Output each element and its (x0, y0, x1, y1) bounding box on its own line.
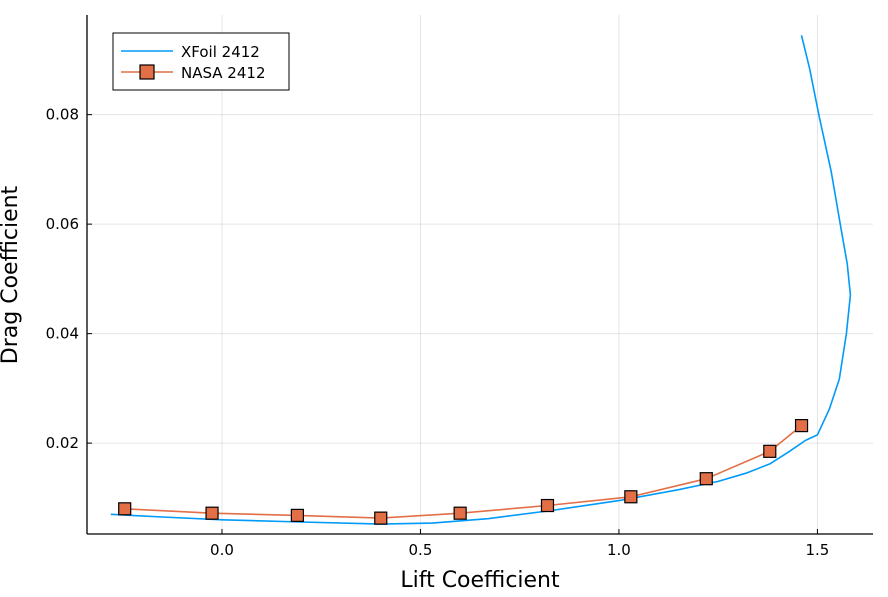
series-line-xfoil-2412 (110, 35, 852, 525)
data-point-nasa-2412 (699, 472, 713, 486)
legend-nasa-label: NASA 2412 (181, 64, 266, 82)
x-tick-label: 0.0 (210, 541, 234, 559)
x-tick-label: 1.0 (607, 541, 631, 559)
data-point-nasa-2412 (624, 490, 638, 504)
y-tick-label: 0.02 (46, 434, 79, 452)
series (110, 35, 852, 525)
data-point-nasa-2412 (118, 502, 132, 516)
axis-ticks: 0.0 0.5 1.0 1.5 0.02 0.04 0.06 0.08 (46, 106, 830, 559)
x-tick-label: 1.5 (805, 541, 829, 559)
data-point-nasa-2412 (540, 498, 555, 513)
data-point-nasa-2412 (763, 444, 777, 458)
legend: XFoil 2412 NASA 2412 (112, 32, 290, 91)
y-tick-label: 0.06 (46, 215, 79, 233)
legend-xfoil-label: XFoil 2412 (181, 43, 260, 61)
data-point-nasa-2412 (453, 506, 467, 520)
x-axis-title: Lift Coefficient (400, 568, 560, 593)
legend-nasa-marker (139, 64, 155, 80)
axes (86, 15, 873, 535)
grid-lines (87, 15, 873, 534)
y-tick-label: 0.04 (46, 325, 79, 343)
data-point-nasa-2412 (290, 508, 304, 522)
y-tick-label: 0.08 (46, 106, 79, 124)
y-axis-title: Drag Coefficient (0, 185, 23, 364)
x-tick-label: 0.5 (409, 541, 433, 559)
data-point-nasa-2412 (205, 506, 219, 520)
series-line-nasa-2412 (124, 424, 803, 519)
legend-box (112, 32, 290, 91)
data-point-nasa-2412 (794, 419, 809, 433)
data-point-nasa-2412 (374, 511, 388, 525)
